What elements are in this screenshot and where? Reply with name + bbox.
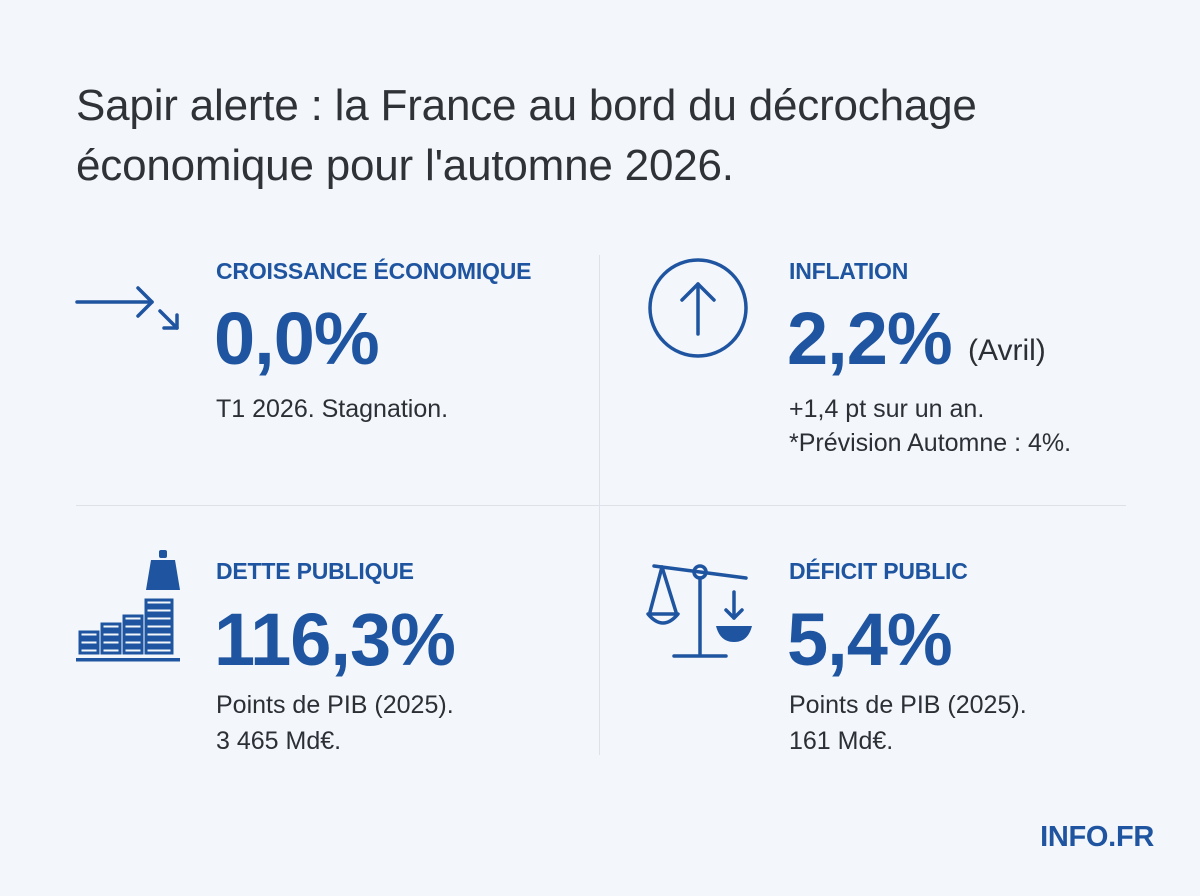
debt-note-2: 3 465 Md€. — [216, 727, 342, 755]
brand-logo: INFO.FR — [1040, 821, 1154, 853]
inflation-note-2: *Prévision Automne : 4%. — [789, 429, 1072, 457]
page-title-line-2: économique pour l'automne 2026. — [76, 141, 734, 190]
debt-value: 116,3% — [214, 598, 456, 681]
debt-note-1: Points de PIB (2025). — [216, 691, 454, 719]
deficit-note-2: 161 Md€. — [789, 727, 894, 755]
inflation-label: INFLATION — [789, 258, 909, 284]
debt-label: DETTE PUBLIQUE — [216, 558, 414, 584]
deficit-note-1: Points de PIB (2025). — [789, 691, 1027, 719]
trend-arrow-icon — [75, 286, 179, 330]
deficit-label: DÉFICIT PUBLIC — [789, 558, 968, 584]
inflation-period: (Avril) — [968, 334, 1046, 367]
deficit-value: 5,4% — [787, 598, 953, 681]
inflation-value: 2,2% — [787, 297, 953, 380]
horizontal-divider — [76, 505, 1126, 506]
circle-up-arrow-icon — [648, 258, 748, 358]
page-title-line-1: Sapir alerte : la France au bord du décr… — [76, 81, 977, 130]
growth-note: T1 2026. Stagnation. — [216, 395, 449, 423]
stacked-coins-weight-icon — [76, 550, 180, 662]
page-title: Sapir alerte : la France au bord du décr… — [76, 76, 1156, 196]
growth-value: 0,0% — [214, 297, 380, 380]
scale-balance-icon — [646, 564, 752, 658]
growth-label: CROISSANCE ÉCONOMIQUE — [216, 258, 532, 284]
inflation-note-1: +1,4 pt sur un an. — [789, 395, 985, 423]
